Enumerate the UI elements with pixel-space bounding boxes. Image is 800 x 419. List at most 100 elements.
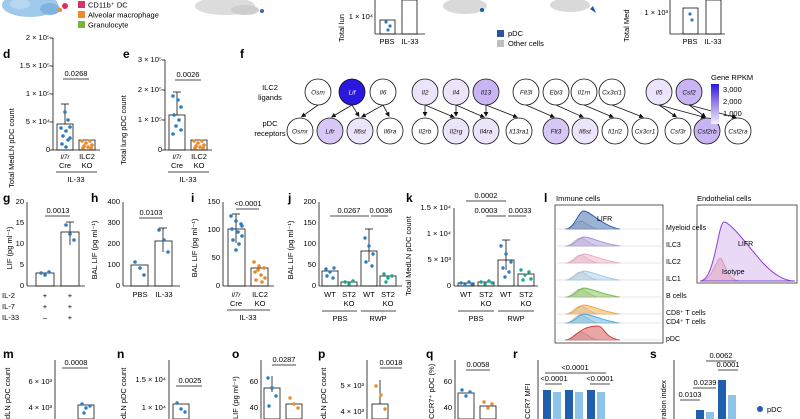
- f-receptor-label: Lifr: [325, 129, 335, 136]
- j-x2: KO: [344, 299, 355, 308]
- f-arrow: [300, 104, 319, 118]
- k-x1: ST2: [479, 290, 493, 299]
- f-receptor-label: Csf3r: [670, 129, 686, 136]
- n-ylabel: dLN pDC count: [119, 367, 128, 419]
- f-arrow: [424, 104, 455, 118]
- f-receptor-label: Flt3: [551, 129, 562, 136]
- svg-text:+: +: [68, 291, 73, 300]
- panel-label-m: m: [3, 347, 14, 361]
- k-x2: KO: [481, 299, 492, 308]
- svg-text:+: +: [68, 313, 73, 322]
- svg-text:5: 5: [20, 260, 24, 269]
- i-x2: KO: [255, 299, 266, 308]
- svg-text:1.5 × 10⁵: 1.5 × 10⁵: [20, 61, 50, 70]
- j-x1: ST2: [342, 290, 356, 299]
- f-arrow: [583, 104, 614, 118]
- panel-label-f: f: [240, 47, 245, 61]
- svg-text:100: 100: [207, 225, 220, 234]
- f-receptor-label: Il6st: [579, 129, 592, 136]
- svg-text:150: 150: [207, 197, 220, 206]
- svg-text:CD8⁺ T cells: CD8⁺ T cells: [666, 310, 706, 317]
- svg-text:1.5 × 10⁴: 1.5 × 10⁴: [420, 203, 451, 212]
- n-tick: 1.5 × 10⁴: [135, 375, 166, 384]
- svg-text:+: +: [68, 302, 73, 311]
- svg-text:+: +: [43, 302, 48, 311]
- svg-text:15: 15: [16, 218, 24, 227]
- f-arrow: [361, 104, 384, 118]
- e-group: IL-33: [179, 175, 196, 184]
- f-legend-tick: 3,000: [723, 85, 742, 94]
- e-yticks: 0 1 × 10⁵ 2 × 10⁵ 3 × 10⁵: [138, 55, 162, 154]
- d-x2: Cre: [59, 161, 71, 170]
- svg-text:5 × 10³: 5 × 10³: [427, 255, 451, 264]
- panel-label-i: i: [191, 191, 194, 205]
- l-title-left: Immune cells: [556, 194, 600, 203]
- q-tick: 40: [444, 403, 452, 412]
- svg-text:1 × 10⁴: 1 × 10⁴: [427, 229, 451, 238]
- f-arrow: [331, 104, 353, 118]
- i-x2: Cre: [230, 299, 242, 308]
- o-tick: 40: [250, 403, 258, 412]
- svg-text:CD4⁺ T cells: CD4⁺ T cells: [666, 319, 706, 326]
- d-yticks: 0 5 × 10⁴ 1 × 10⁵ 1.5 × 10⁵ 2 × 10⁵: [20, 33, 50, 154]
- h-yticks: 0 100 200 300 400: [107, 197, 120, 290]
- svg-text:0: 0: [20, 281, 24, 290]
- f-ligand-node: [598, 78, 626, 106]
- k-x1: WT: [500, 290, 512, 299]
- panel-label-e: e: [123, 47, 130, 61]
- k-yticks: 0 5 × 10³ 1 × 10⁴ 1.5 × 10⁴: [420, 203, 451, 290]
- o-tick: 60: [250, 377, 258, 386]
- f-arrow: [351, 104, 360, 117]
- f-arrow: [555, 104, 584, 118]
- f-receptor-node: [376, 117, 404, 145]
- i-pvalue: <0.0001: [234, 199, 261, 208]
- k-group: PBS: [468, 314, 483, 323]
- panel-label-g: g: [3, 191, 10, 205]
- j-x1: WT: [324, 290, 336, 299]
- panel-label-s: s: [650, 347, 657, 361]
- b-x: PBS: [379, 37, 394, 46]
- f-ligand-label: Flt3l: [520, 90, 533, 97]
- svg-text:IL-2: IL-2: [2, 291, 15, 300]
- l-title-right: Endothelial cells: [697, 194, 751, 203]
- f-ligand-label: Ebi3: [549, 90, 562, 97]
- f-receptor-label: Il1rl2: [608, 129, 622, 136]
- f-nodes: Osm Lif Il6 Il2 Il4 Il13 Flt3l Ebi3 Il1rn Cx3cl1 I…: [286, 78, 752, 145]
- f-ligand-node: [570, 78, 598, 106]
- l-lifr-curve: [564, 210, 621, 230]
- f-row1-label: ligands: [258, 93, 282, 102]
- j-pvalue: 0.0267: [338, 206, 361, 215]
- f-arrow: [525, 104, 555, 118]
- c-tick: 1 × 10³: [644, 8, 668, 17]
- f-ligand-node: [645, 78, 673, 106]
- f-ligand-node: [512, 78, 540, 106]
- l-lifr-curve: [564, 304, 621, 315]
- f-legend-bar: [711, 84, 719, 124]
- b-ylabel: Total lun: [337, 14, 346, 42]
- umap-c: [443, 0, 596, 14]
- f-ligand-label: Il1rn: [578, 90, 591, 97]
- f-row1-label: ILC2: [262, 83, 278, 92]
- f-arrow: [658, 104, 678, 118]
- e-ylabel: Total lung pDC count: [119, 94, 128, 165]
- f-ligand-label: Il6: [380, 90, 387, 97]
- legend-a-label: CD11b⁺ DC: [88, 1, 128, 10]
- panel-label-k: k: [406, 191, 413, 205]
- svg-text:10: 10: [16, 239, 24, 248]
- f-ligand-label: Lif: [349, 90, 357, 97]
- g-yticks: 0 5 10 15 20: [16, 197, 24, 290]
- svg-text:1 × 10⁵: 1 × 10⁵: [26, 89, 50, 98]
- f-receptor-label: Osmr: [292, 129, 309, 136]
- e-x2: Cre: [171, 161, 183, 170]
- f-arrows: [300, 104, 737, 119]
- svg-text:3 × 10⁵: 3 × 10⁵: [138, 55, 162, 64]
- f-legend-tick: 2,000: [723, 97, 742, 106]
- f-receptor-node: [505, 117, 533, 145]
- f-ligand-node: [542, 78, 570, 106]
- h-x: IL-33: [155, 290, 172, 299]
- f-legend-tick: 1,000: [723, 109, 742, 118]
- svg-text:100: 100: [303, 239, 316, 248]
- l-lifr-label: LIFR: [597, 216, 612, 223]
- svg-text:+: +: [43, 291, 48, 300]
- s-pvalue-top: 0.0062: [710, 351, 733, 360]
